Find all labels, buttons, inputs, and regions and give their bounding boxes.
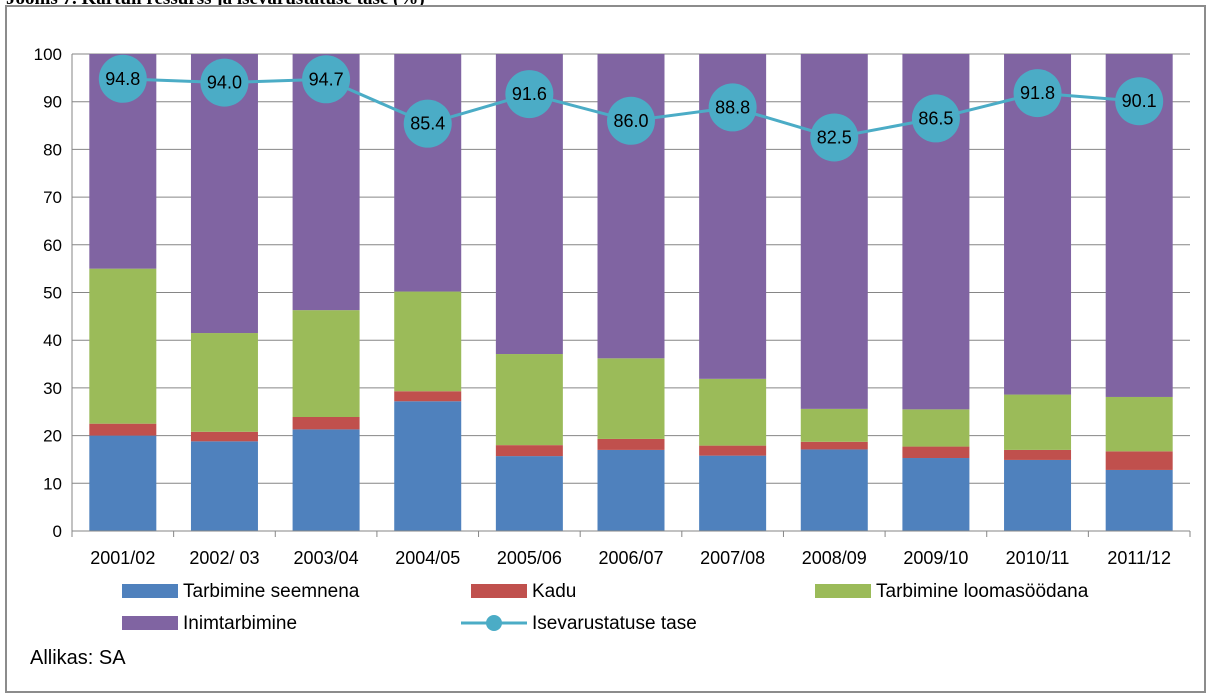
bar-feed (902, 409, 970, 447)
bar-feed (800, 408, 868, 442)
bar-loss (495, 445, 563, 457)
bar-feed (190, 333, 258, 432)
bar-seed (597, 449, 665, 531)
y-tick-label: 10 (43, 474, 62, 493)
bar-loss (902, 446, 970, 459)
x-tick-label: 2004/05 (395, 548, 460, 568)
chart: 0 10 20 30 40 50 60 70 80 90 100 2001/02 2002/ 03 200… (34, 45, 1191, 634)
line-marker (505, 70, 554, 119)
bar-feed (394, 291, 462, 392)
bar-loss (292, 416, 360, 430)
line-marker (607, 96, 655, 145)
bar-human (394, 54, 462, 292)
y-tick-label: 0 (53, 522, 62, 541)
legend-item-loss: Kadu (532, 581, 576, 602)
data-label: 94.0 (207, 73, 242, 93)
bar-seed (495, 456, 563, 531)
bar-seed (1105, 469, 1173, 531)
line-marker (200, 58, 249, 107)
bar-seed (394, 401, 462, 531)
data-label: 90.1 (1122, 91, 1157, 111)
legend-item-loss-swatch (471, 584, 527, 598)
legend: Tarbimine seemnena Kadu Tarbimine loomasöö… (122, 581, 1089, 634)
line-marker (911, 94, 960, 143)
bar-seed (1004, 459, 1072, 531)
x-tick-label: 2001/02 (90, 548, 155, 568)
line-marker (810, 113, 859, 162)
x-tick-label: 2003/04 (294, 548, 359, 568)
line-series: 94.8 94.0 94.7 85.4 91.6 86.0 88.8 82.5 86.5 91.8… (98, 54, 1164, 162)
data-label: 91.8 (1020, 83, 1055, 103)
bar-seed (699, 455, 767, 531)
y-tick-label: 40 (43, 331, 62, 350)
x-tick-label: 2010/11 (1006, 548, 1070, 568)
legend-item-feed: Tarbimine loomasöödana (876, 581, 1089, 602)
bar-feed (1105, 396, 1173, 452)
chart-frame: 0 10 20 30 40 50 60 70 80 90 100 2001/02 2002/ 03 200… (5, 5, 1206, 693)
legend-item-human-swatch (122, 616, 178, 630)
y-tick-label: 20 (43, 427, 62, 446)
bar-loss (800, 441, 868, 450)
x-tick-label: 2009/10 (903, 548, 968, 568)
bar-seed (190, 441, 258, 531)
bar-loss (394, 391, 462, 402)
bar-loss (1004, 449, 1072, 460)
bar-seed (902, 458, 970, 531)
axes: 0 10 20 30 40 50 60 70 80 90 100 2001/02 2002/ 03 200… (34, 45, 1191, 568)
line-marker (302, 55, 351, 104)
x-tick-label: 2011/12 (1107, 548, 1171, 568)
data-label: 82.5 (817, 127, 852, 147)
legend-item-human: Inimtarbimine (183, 613, 297, 634)
line-marker (98, 54, 147, 103)
bar-feed (1004, 394, 1072, 450)
legend-item-seed-swatch (122, 584, 178, 598)
source-note: Allikas: SA (30, 647, 126, 669)
bar-loss (597, 438, 665, 450)
bar-loss (190, 431, 258, 442)
x-tick-label: 2008/09 (802, 548, 867, 568)
y-tick-label: 30 (43, 379, 62, 398)
data-label: 86.0 (613, 111, 648, 131)
y-tick-label: 80 (43, 140, 62, 159)
data-label: 86.5 (918, 108, 953, 128)
bar-seed (292, 429, 360, 531)
line-marker (1115, 77, 1164, 126)
line-marker (708, 83, 757, 132)
legend-item-seed: Tarbimine seemnena (183, 581, 360, 602)
bar-feed (292, 310, 360, 417)
bar-feed (89, 268, 157, 424)
x-tick-label: 2002/ 03 (189, 548, 259, 568)
data-label: 88.8 (715, 97, 750, 117)
bar-loss (89, 423, 157, 436)
bar-seed (89, 435, 157, 531)
chart-title: Joonis 7. Kartuli ressurss ja isevarusta… (6, 0, 425, 10)
bar-human (800, 54, 868, 409)
line-marker (1013, 69, 1062, 118)
bar-feed (699, 378, 767, 446)
x-tick-label: 2005/06 (497, 548, 562, 568)
bar-loss (1105, 451, 1173, 470)
y-tick-label: 90 (43, 93, 62, 112)
x-tick-label: 2007/08 (700, 548, 765, 568)
legend-item-line-swatch-marker (486, 615, 502, 631)
data-label: 94.7 (309, 69, 344, 89)
y-tick-label: 70 (43, 188, 62, 207)
line-marker (403, 99, 452, 148)
x-tick-label: 2006/07 (598, 548, 663, 568)
y-tick-label: 100 (34, 45, 62, 64)
bar-seed (800, 449, 868, 531)
bar-feed (597, 358, 665, 439)
y-tick-label: 50 (43, 284, 62, 303)
bar-loss (699, 445, 767, 456)
legend-item-line: Isevarustatuse tase (532, 613, 697, 634)
legend-item-feed-swatch (815, 584, 871, 598)
data-label: 85.4 (410, 114, 445, 134)
bar-feed (495, 354, 563, 446)
data-label: 91.6 (512, 84, 547, 104)
data-label: 94.8 (105, 69, 140, 89)
y-tick-label: 60 (43, 236, 62, 255)
